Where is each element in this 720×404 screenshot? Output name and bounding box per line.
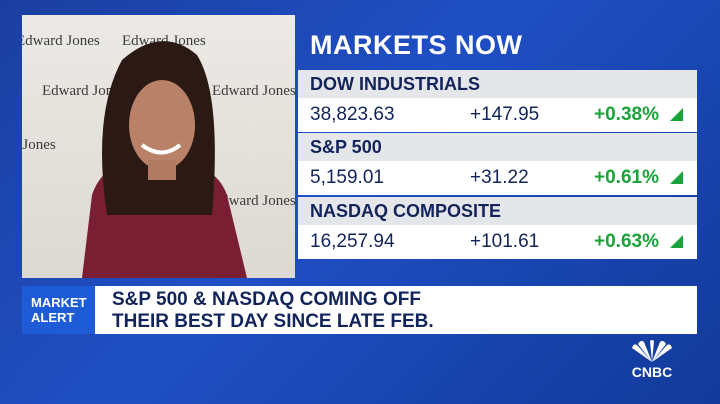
up-arrow bbox=[670, 235, 683, 248]
up-arrow bbox=[670, 171, 683, 184]
presenter bbox=[82, 41, 247, 278]
last-value: 38,823.63 bbox=[310, 104, 395, 125]
index-name: S&P 500 bbox=[298, 133, 697, 161]
index-name: DOW INDUSTRIALS bbox=[298, 70, 697, 98]
index-values: 38,823.63 +147.95 +0.38% bbox=[298, 98, 697, 132]
panel-title: MARKETS NOW bbox=[310, 30, 523, 60]
index-name: NASDAQ COMPOSITE bbox=[298, 197, 697, 225]
network-logo: CNBC bbox=[626, 340, 678, 382]
percent-change: +0.38% bbox=[594, 104, 659, 125]
headline-line: S&P 500 & NASDAQ COMING OFF bbox=[112, 289, 421, 310]
net-change: +147.95 bbox=[470, 104, 540, 125]
logo-text: CNBC bbox=[631, 364, 673, 380]
backdrop-text: Edward Jones bbox=[22, 137, 56, 153]
alert-bar: MARKET ALERT S&P 500 & NASDAQ COMING OFF… bbox=[22, 286, 697, 334]
index-values: 5,159.01 +31.22 +0.61% bbox=[298, 161, 697, 195]
peacock-icon bbox=[632, 340, 672, 362]
alert-label: MARKET ALERT bbox=[22, 286, 95, 334]
index-values: 16,257.94 +101.61 +0.63% bbox=[298, 225, 697, 259]
last-value: 16,257.94 bbox=[310, 231, 395, 252]
last-value: 5,159.01 bbox=[310, 167, 384, 188]
net-change: +31.22 bbox=[470, 167, 529, 188]
percent-change: +0.61% bbox=[594, 167, 659, 188]
up-arrow bbox=[670, 108, 683, 121]
net-change: +101.61 bbox=[470, 231, 540, 252]
alert-headline: S&P 500 & NASDAQ COMING OFF THEIR BEST D… bbox=[112, 289, 434, 333]
percent-change: +0.63% bbox=[594, 231, 659, 252]
backdrop-text: Edward Jones bbox=[42, 83, 126, 99]
backdrop-text: Edward Jones bbox=[122, 33, 206, 49]
headline-line: THEIR BEST DAY SINCE LATE FEB. bbox=[112, 311, 434, 332]
backdrop-text: Edward Jones bbox=[22, 33, 100, 49]
backdrop-text: Edward Jones bbox=[212, 193, 295, 209]
backdrop-text: Edward Jones bbox=[212, 83, 295, 99]
video-feed: Edward Jones Edward Jones Edward Jones E… bbox=[22, 15, 295, 278]
